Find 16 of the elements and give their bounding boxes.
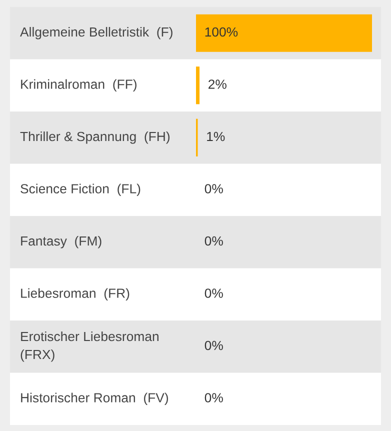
data-label: 0%	[204, 340, 223, 350]
data-label: 0%	[204, 393, 223, 402]
data-label: 2%	[208, 80, 226, 89]
data-label: 100%	[205, 27, 238, 37]
y-tick-label: Kriminalroman (FF)	[21, 79, 136, 92]
y-tick-label: Erotischer Liebesroman (FRX)	[20, 331, 158, 362]
y-tick-label: Fantasy (FM)	[21, 236, 102, 248]
y-tick-label: Science Fiction (FL)	[20, 184, 140, 196]
y-tick-label: Allgemeine Belletristik (F)	[20, 26, 172, 40]
y-tick-label: Thriller & Spannung (FH)	[20, 131, 170, 144]
data-label: 1%	[207, 132, 225, 142]
data-label: 0%	[204, 184, 223, 194]
data-label: 0%	[204, 236, 223, 246]
y-tick-label: Liebesroman (FR)	[21, 288, 130, 301]
data-label: 0%	[204, 288, 223, 298]
y-tick-label: Historischer Roman (FV)	[21, 392, 168, 406]
